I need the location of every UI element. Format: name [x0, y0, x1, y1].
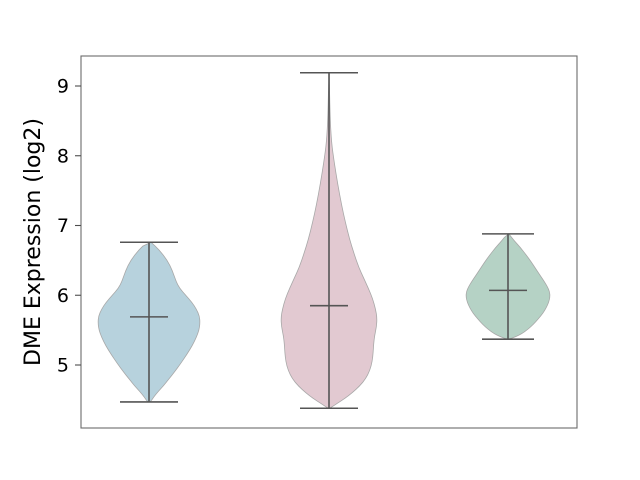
axes-frame [80, 55, 578, 429]
y-axis-title: DME Expression (log2) [21, 118, 46, 366]
y-tick-label: 9 [57, 76, 69, 98]
violins-layer [97, 72, 551, 409]
y-tick-label: 8 [57, 145, 69, 167]
stat-markers-layer [120, 71, 534, 410]
y-axis-ticks: 5 6 7 8 9 [57, 76, 81, 377]
y-tick-label: 6 [57, 285, 69, 307]
y-tick-label: 7 [57, 215, 69, 237]
y-tick-label: 5 [57, 355, 69, 377]
